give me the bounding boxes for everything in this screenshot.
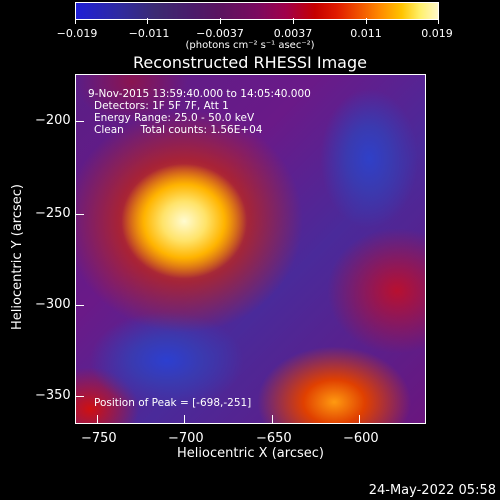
- x-axis-label: Heliocentric X (arcsec): [177, 446, 324, 461]
- colorbar-label: 0.019: [421, 27, 453, 40]
- y-tick-label: −200: [35, 113, 71, 128]
- colorbar: [75, 2, 439, 20]
- y-axis-tick: [75, 121, 84, 122]
- time-range-text: 9-Nov-2015 13:59:40.000 to 14:05:40.000: [88, 88, 311, 100]
- x-axis-tick: [359, 415, 360, 424]
- colorbar-label: 0.011: [350, 27, 382, 40]
- energy-range-text: Energy Range: 25.0 - 50.0 keV: [94, 112, 255, 124]
- y-axis-tick: [75, 305, 84, 306]
- footer-date: 24-May-2022 05:58: [368, 483, 496, 498]
- y-axis-tick: [75, 396, 84, 397]
- colorbar-tick: [438, 18, 439, 24]
- colorbar-tick: [220, 18, 221, 24]
- colorbar-tick: [75, 18, 76, 24]
- image-plot: 9-Nov-2015 13:59:40.000 to 14:05:40.000 …: [75, 74, 426, 424]
- x-tick-label: −600: [343, 431, 379, 446]
- y-tick-label: −300: [35, 297, 71, 312]
- peak-position-text: Position of Peak = [-698,-251]: [94, 397, 252, 409]
- x-axis-tick: [184, 415, 185, 424]
- colorbar-label: −0.019: [56, 27, 98, 40]
- colorbar-label: 0.0037: [273, 27, 313, 40]
- y-axis-tick: [75, 214, 84, 215]
- colorbar-label: −0.0037: [196, 27, 244, 40]
- x-axis-tick: [97, 415, 98, 424]
- x-tick-label: −650: [256, 431, 292, 446]
- x-tick-label: −700: [168, 431, 204, 446]
- colorbar-label: −0.011: [128, 27, 170, 40]
- clean-counts-text: Clean Total counts: 1.56E+04: [94, 124, 263, 136]
- plot-title: Reconstructed RHESSI Image: [133, 53, 367, 72]
- x-tick-label: −750: [81, 431, 117, 446]
- colorbar-tick: [147, 18, 148, 24]
- y-tick-label: −250: [35, 206, 71, 221]
- detectors-text: Detectors: 1F 5F 7F, Att 1: [94, 100, 229, 112]
- colorbar-tick: [366, 18, 367, 24]
- y-axis-label: Heliocentric Y (arcsec): [10, 184, 25, 330]
- colorbar-tick: [293, 18, 294, 24]
- y-tick-label: −350: [35, 388, 71, 403]
- x-axis-tick: [272, 415, 273, 424]
- colorbar-unit: (photons cm⁻² s⁻¹ asec⁻²): [185, 40, 315, 51]
